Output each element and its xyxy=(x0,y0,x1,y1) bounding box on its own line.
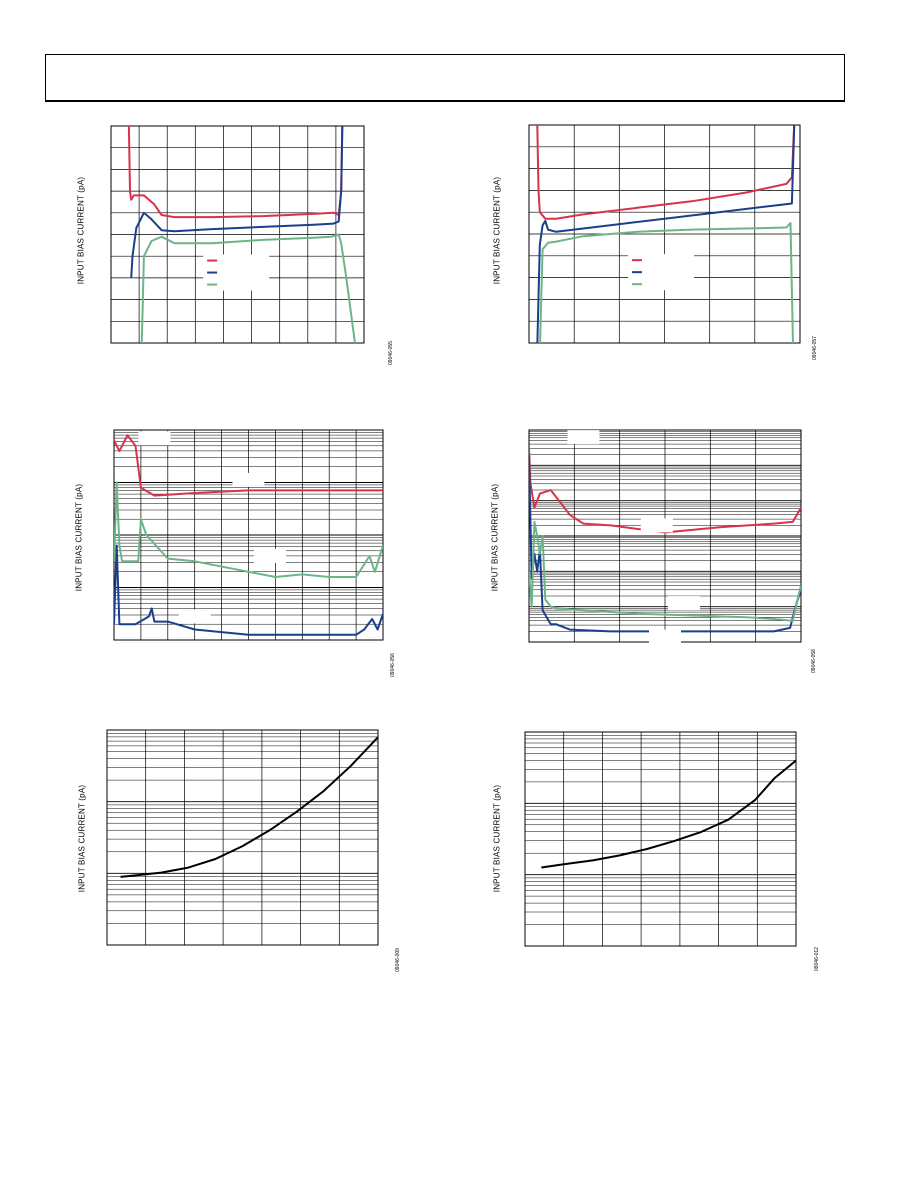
annotation-box xyxy=(232,472,265,487)
annotation-box xyxy=(567,430,600,445)
y-axis-label: INPUT BIAS CURRENT (pA) xyxy=(490,483,500,592)
series-group xyxy=(114,434,383,636)
plot-frame xyxy=(524,731,797,947)
series-line-1 xyxy=(536,125,796,220)
series-line-2 xyxy=(536,125,796,343)
annotation-box xyxy=(138,431,171,446)
y-axis-label: INPUT BIAS CURRENT (pA) xyxy=(492,784,502,893)
legend-box xyxy=(627,278,694,291)
series-line-2 xyxy=(114,481,383,578)
chart-e-plot xyxy=(106,729,379,946)
series-line-1 xyxy=(529,447,801,534)
series-line-2 xyxy=(130,126,344,278)
annotation-box xyxy=(649,629,681,644)
figure-id: 09046-058 xyxy=(811,649,817,673)
plot-frame xyxy=(106,729,379,946)
grid xyxy=(111,126,364,343)
grid xyxy=(525,732,796,946)
legend-box xyxy=(203,266,270,279)
figure-id: 09046-012 xyxy=(814,947,820,971)
chart-c-plot xyxy=(113,429,384,641)
series-line-1 xyxy=(541,759,796,869)
chart-b-plot xyxy=(528,124,801,344)
y-axis-label: INPUT BIAS CURRENT (pA) xyxy=(77,784,87,893)
series-group xyxy=(536,125,796,343)
series-line-2 xyxy=(529,454,801,633)
figure-id: 09046-056 xyxy=(390,653,396,677)
y-axis-label: INPUT BIAS CURRENT (pA) xyxy=(492,176,502,285)
annotation-box xyxy=(254,549,286,563)
grid xyxy=(529,125,800,343)
plot-frame xyxy=(528,124,801,344)
legend-box xyxy=(627,266,694,279)
figure-id: 09046-009 xyxy=(395,948,401,972)
series-group xyxy=(529,447,801,633)
legend-box xyxy=(203,278,270,291)
series-line-3 xyxy=(114,544,383,636)
series-line-1 xyxy=(120,736,378,878)
series-line-3 xyxy=(140,233,356,343)
annotation-box xyxy=(668,596,700,611)
legend-box xyxy=(627,254,694,267)
series-group xyxy=(541,759,796,869)
page-header xyxy=(45,54,845,102)
annotation-box xyxy=(640,518,673,533)
figure-id: 09046-057 xyxy=(812,336,818,360)
series-line-3 xyxy=(539,222,794,343)
series-line-1 xyxy=(127,126,344,219)
chart-d-plot xyxy=(528,429,802,644)
series-group xyxy=(120,736,378,878)
grid xyxy=(114,430,383,640)
y-axis-label: INPUT BIAS CURRENT (pA) xyxy=(74,483,84,592)
series-line-3 xyxy=(529,520,801,622)
plot-frame xyxy=(110,125,365,344)
chart-a-plot xyxy=(110,125,365,344)
y-axis-label: INPUT BIAS CURRENT (pA) xyxy=(76,176,86,285)
series-group xyxy=(127,126,356,343)
figure-id: 09046-055 xyxy=(388,341,394,365)
legend-box xyxy=(203,254,270,267)
series-line-1 xyxy=(114,434,383,497)
annotation-box xyxy=(178,609,211,624)
chart-f-plot xyxy=(524,731,797,947)
grid xyxy=(107,730,378,945)
